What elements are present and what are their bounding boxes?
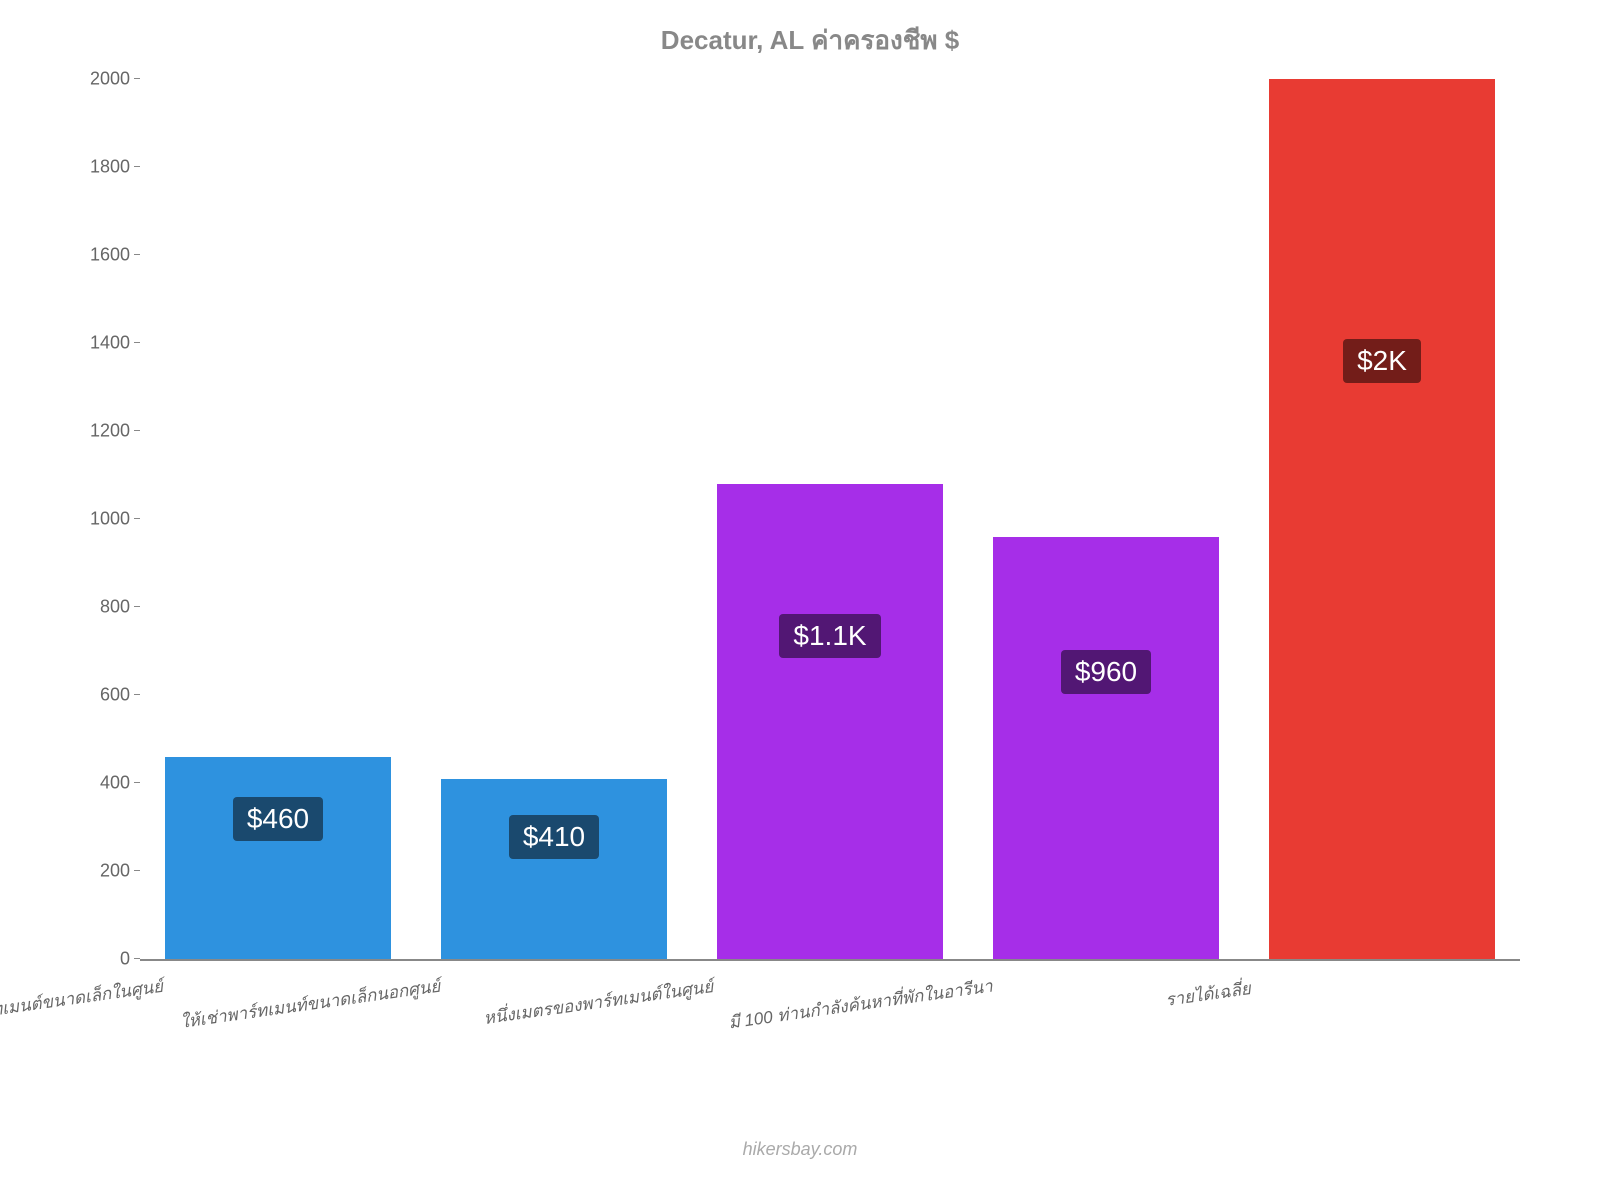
y-tick-mark bbox=[134, 78, 140, 79]
bar-value-label: $2K bbox=[1343, 339, 1421, 383]
y-tick-label: 1200 bbox=[80, 421, 130, 442]
bar-slot: $960 bbox=[968, 81, 1244, 959]
x-axis-label: ให้เช่าพาร์ทเมนต์ขนาดเล็กในศูนย์ bbox=[0, 973, 165, 1035]
y-tick-label: 800 bbox=[80, 597, 130, 618]
bar-value-label: $960 bbox=[1061, 650, 1151, 694]
plot-area: 0200400600800100012001400160018002000 $4… bbox=[140, 81, 1520, 961]
bar: $460 bbox=[165, 757, 391, 959]
attribution-text: hikersbay.com bbox=[0, 1139, 1600, 1160]
y-tick-label: 2000 bbox=[80, 69, 130, 90]
y-tick-label: 1000 bbox=[80, 509, 130, 530]
bar-value-label: $460 bbox=[233, 797, 323, 841]
chart-title: Decatur, AL ค่าครองชีพ $ bbox=[80, 20, 1540, 61]
x-axis-labels: ให้เช่าพาร์ทเมนต์ขนาดเล็กในศูนย์ให้เช่าพ… bbox=[140, 961, 1520, 1021]
bar-slot: $460 bbox=[140, 81, 416, 959]
bars-row: $460 $410 $1.1K $960 $2K bbox=[140, 81, 1520, 959]
bar: $960 bbox=[993, 537, 1219, 959]
bar-value-label: $410 bbox=[509, 815, 599, 859]
y-tick-label: 600 bbox=[80, 685, 130, 706]
bar-value-label: $1.1K bbox=[779, 614, 880, 658]
bar: $410 bbox=[441, 779, 667, 959]
y-tick-label: 200 bbox=[80, 861, 130, 882]
bar-slot: $2K bbox=[1244, 81, 1520, 959]
y-tick-label: 0 bbox=[80, 949, 130, 970]
bar-slot: $1.1K bbox=[692, 81, 968, 959]
y-tick-label: 1400 bbox=[80, 333, 130, 354]
y-tick-label: 400 bbox=[80, 773, 130, 794]
y-tick-label: 1600 bbox=[80, 245, 130, 266]
bar-slot: $410 bbox=[416, 81, 692, 959]
bar: $1.1K bbox=[717, 484, 943, 959]
cost-of-living-chart: Decatur, AL ค่าครองชีพ $ 020040060080010… bbox=[80, 20, 1540, 1020]
y-tick-label: 1800 bbox=[80, 157, 130, 178]
bar: $2K bbox=[1269, 79, 1495, 959]
x-label-slot: รายได้เฉลี่ย bbox=[1244, 961, 1520, 1021]
